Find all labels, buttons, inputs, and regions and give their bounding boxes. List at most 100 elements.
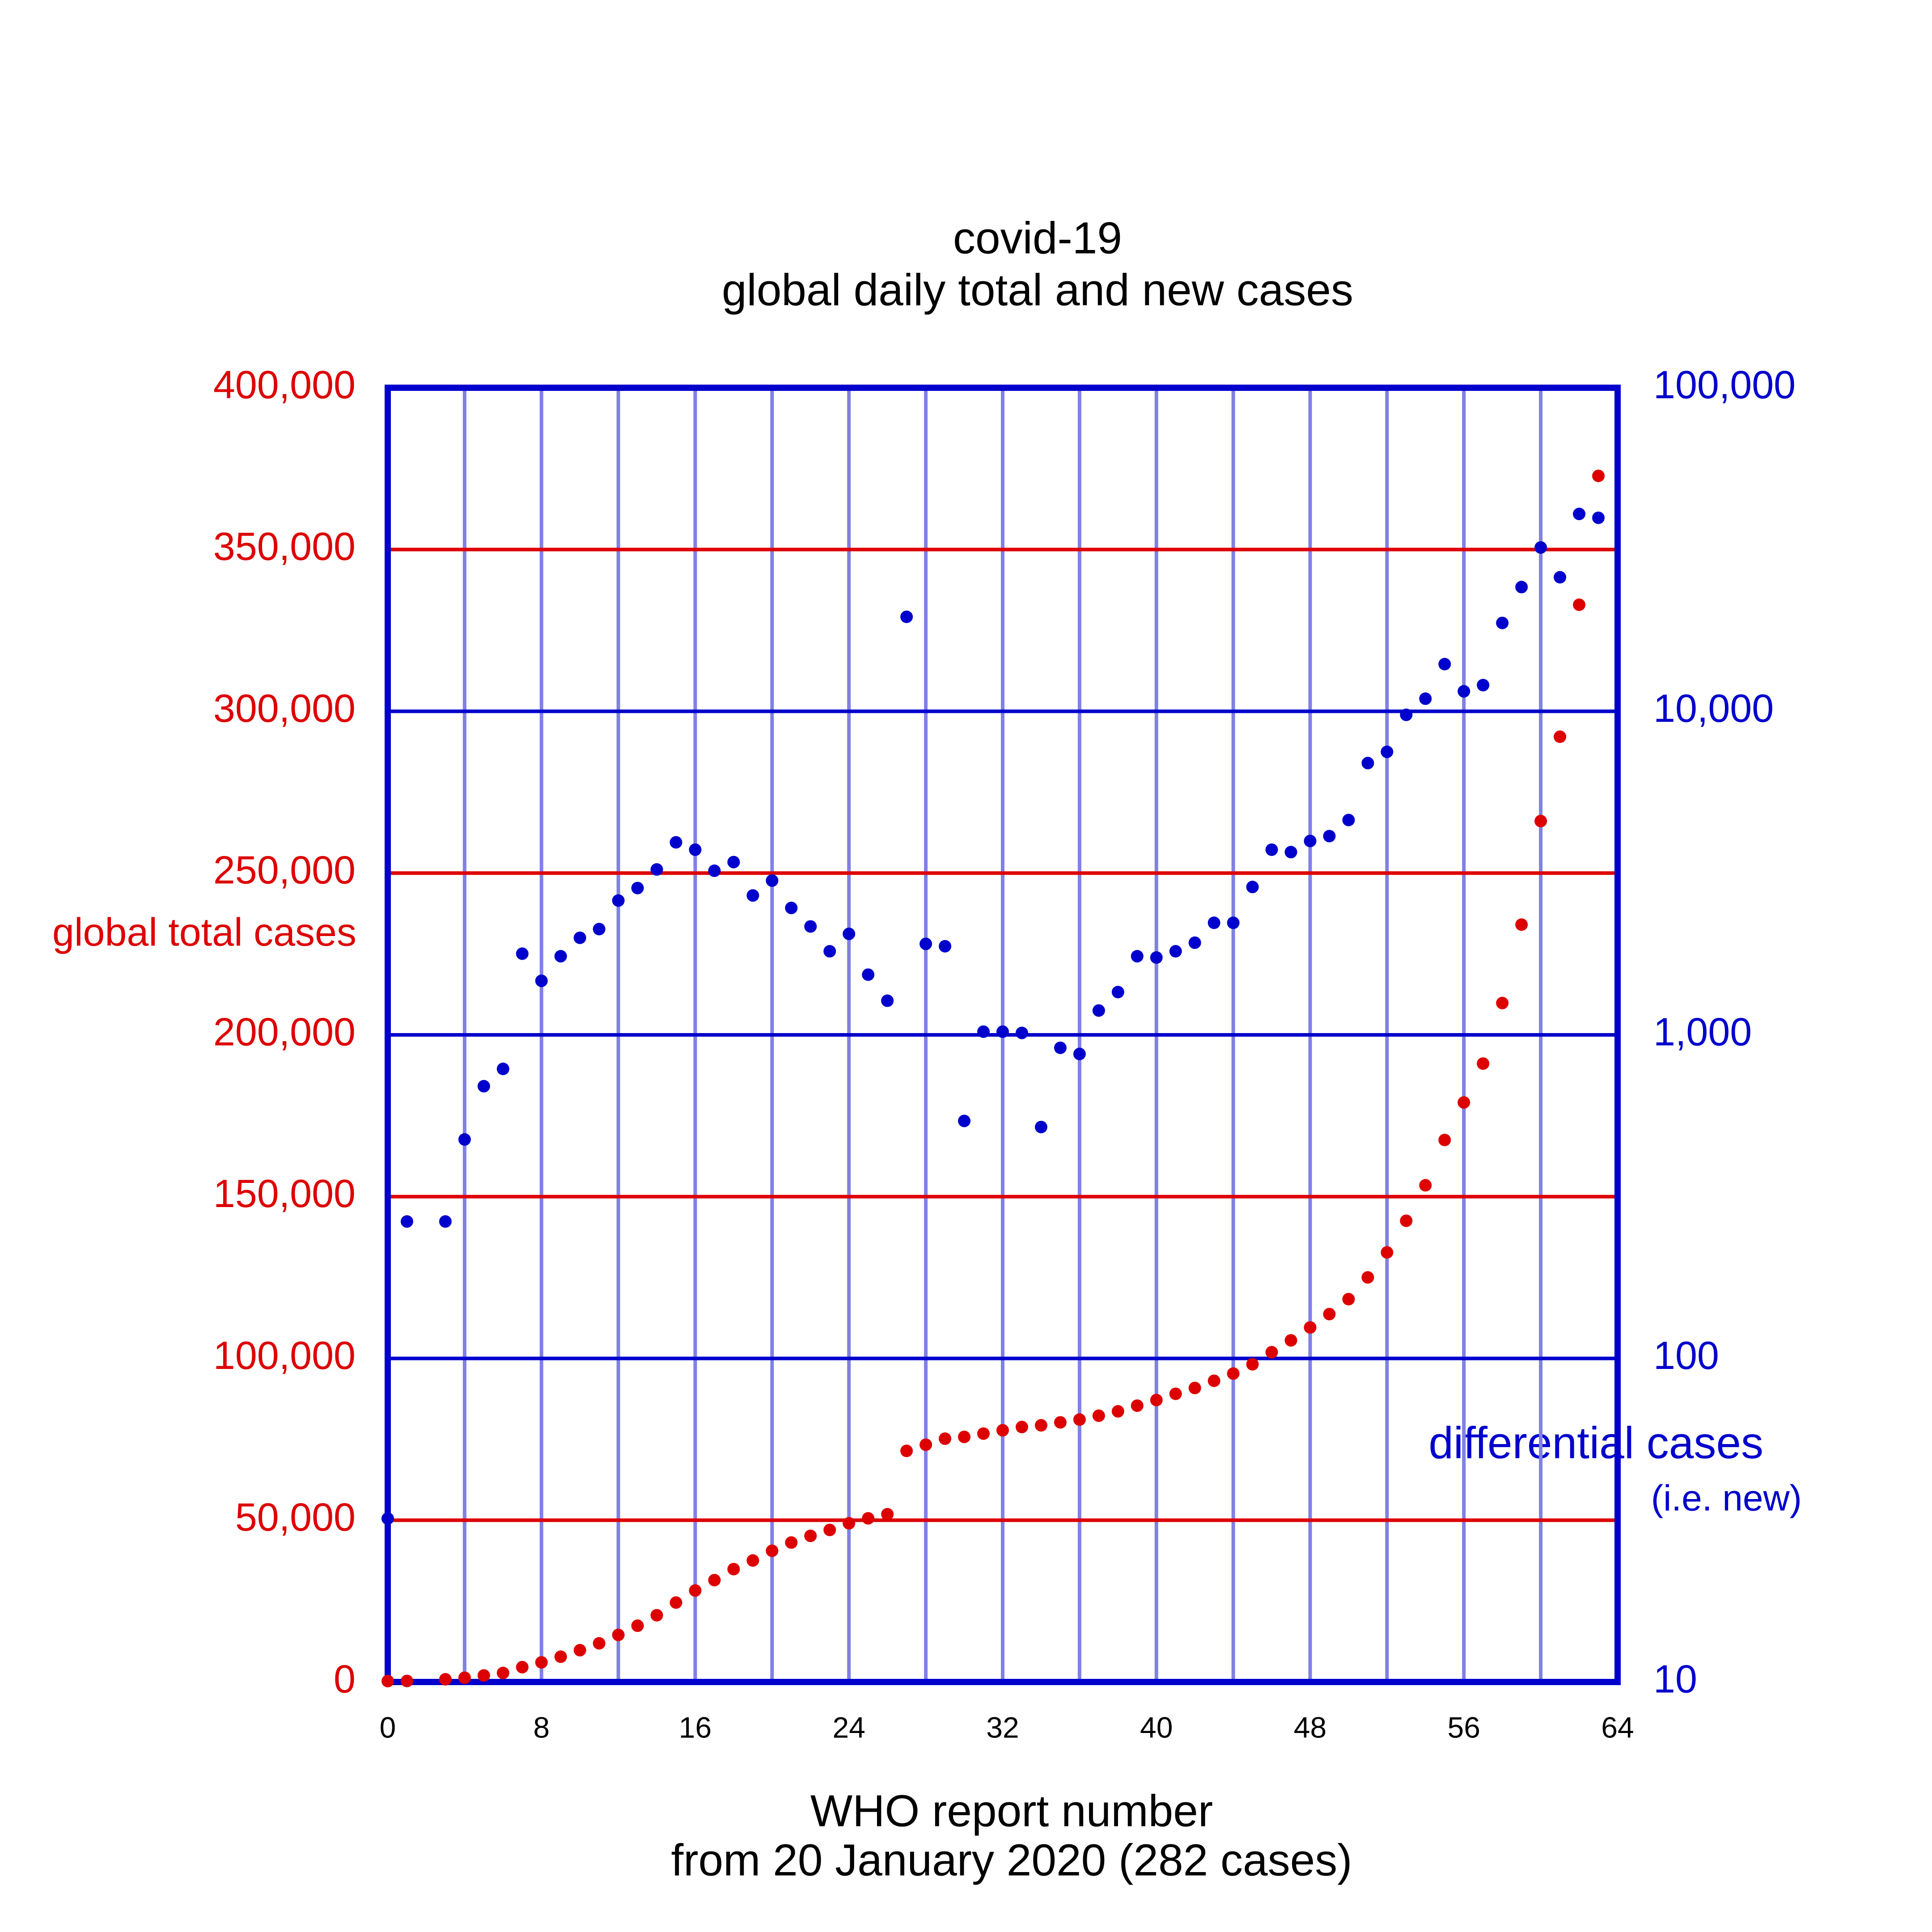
data-point [1073, 1413, 1086, 1426]
data-point [1284, 1334, 1297, 1347]
data-point [804, 1530, 817, 1542]
data-point [1169, 945, 1182, 958]
data-point [708, 1574, 721, 1587]
data-point [1457, 1096, 1470, 1109]
data-point [554, 950, 567, 963]
data-point [1592, 511, 1605, 524]
data-point [631, 1619, 644, 1632]
data-point [746, 1554, 759, 1567]
data-point [612, 1628, 625, 1641]
data-point [900, 1445, 913, 1457]
y-tick-label: 250,000 [213, 848, 356, 892]
data-point [1150, 951, 1163, 964]
data-point [1381, 746, 1394, 758]
data-point [939, 1432, 952, 1445]
y-tick-label: 300,000 [213, 686, 356, 730]
data-point [573, 931, 586, 944]
data-point [573, 1644, 586, 1657]
data-point [1342, 813, 1355, 826]
data-point [1361, 757, 1374, 770]
data-point [1208, 916, 1220, 929]
data-point [1515, 918, 1528, 931]
data-point [1150, 1394, 1163, 1407]
data-point [1111, 1405, 1124, 1418]
data-point [669, 1596, 682, 1609]
data-point [477, 1669, 490, 1682]
data-point [1592, 470, 1605, 483]
data-point [919, 937, 932, 950]
y2-tick-label: 1,000 [1653, 1009, 1752, 1054]
data-point [1381, 1246, 1394, 1259]
data-point [1400, 708, 1413, 721]
y2-tick-label: 10 [1653, 1657, 1697, 1701]
data-point [881, 1508, 894, 1521]
data-point [1361, 1271, 1374, 1284]
plot-frame [385, 385, 1621, 1685]
data-point [1438, 658, 1451, 671]
x-axis-label: WHO report number [810, 1786, 1213, 1836]
y-tick-label: 0 [334, 1657, 356, 1701]
data-point [1188, 1381, 1201, 1394]
data-point [516, 947, 529, 960]
data-point [1438, 1134, 1451, 1147]
x-tick-label: 24 [833, 1711, 865, 1744]
data-point [669, 836, 682, 849]
data-point [554, 1650, 567, 1663]
y2-axis-note: (i.e. new) [1651, 1478, 1802, 1519]
data-point [785, 1536, 798, 1549]
data-point [1246, 881, 1259, 894]
data-point [1284, 846, 1297, 859]
data-point [708, 864, 721, 877]
data-point [1034, 1419, 1047, 1432]
y-tick-label: 150,000 [213, 1171, 356, 1216]
data-point [1342, 1292, 1355, 1305]
data-point [1554, 571, 1567, 584]
data-point [1304, 835, 1317, 847]
data-point [843, 928, 856, 941]
data-point [593, 923, 606, 936]
data-point [958, 1430, 971, 1443]
chart-subtitle: global daily total and new cases [722, 265, 1353, 315]
data-point [458, 1671, 471, 1684]
data-point [496, 1063, 509, 1076]
y-tick-label: 200,000 [213, 1009, 356, 1054]
data-point [689, 843, 702, 856]
data-point [1227, 1367, 1240, 1380]
data-point [1111, 986, 1124, 999]
data-point [1188, 936, 1201, 949]
data-point [1034, 1121, 1047, 1134]
data-point [1265, 1346, 1278, 1359]
y-axis-label: global total cases [52, 910, 356, 954]
data-point [400, 1215, 413, 1228]
data-point [746, 889, 759, 902]
data-point [1092, 1004, 1105, 1017]
data-point [650, 863, 663, 876]
data-point [1208, 1374, 1220, 1387]
data-point [1534, 814, 1547, 827]
data-point [862, 968, 875, 981]
x-tick-label: 40 [1140, 1711, 1173, 1744]
data-point [439, 1673, 452, 1686]
data-point [439, 1215, 452, 1228]
data-point [881, 994, 894, 1007]
data-point [1304, 1321, 1317, 1334]
data-point [1092, 1409, 1105, 1422]
data-point [996, 1424, 1009, 1437]
data-point [1054, 1416, 1067, 1429]
data-point [535, 974, 548, 987]
y2-axis-label: differential cases [1428, 1418, 1763, 1468]
data-point [1573, 598, 1586, 611]
data-point [900, 610, 913, 623]
data-point [1323, 1308, 1336, 1321]
data-point [958, 1114, 971, 1127]
data-point [1496, 996, 1509, 1009]
data-point [766, 874, 779, 887]
x-tick-label: 16 [679, 1711, 712, 1744]
data-point [1015, 1026, 1028, 1039]
data-point [1054, 1041, 1067, 1054]
data-point [1227, 916, 1240, 929]
data-point [381, 1674, 394, 1687]
data-point [823, 1523, 836, 1536]
